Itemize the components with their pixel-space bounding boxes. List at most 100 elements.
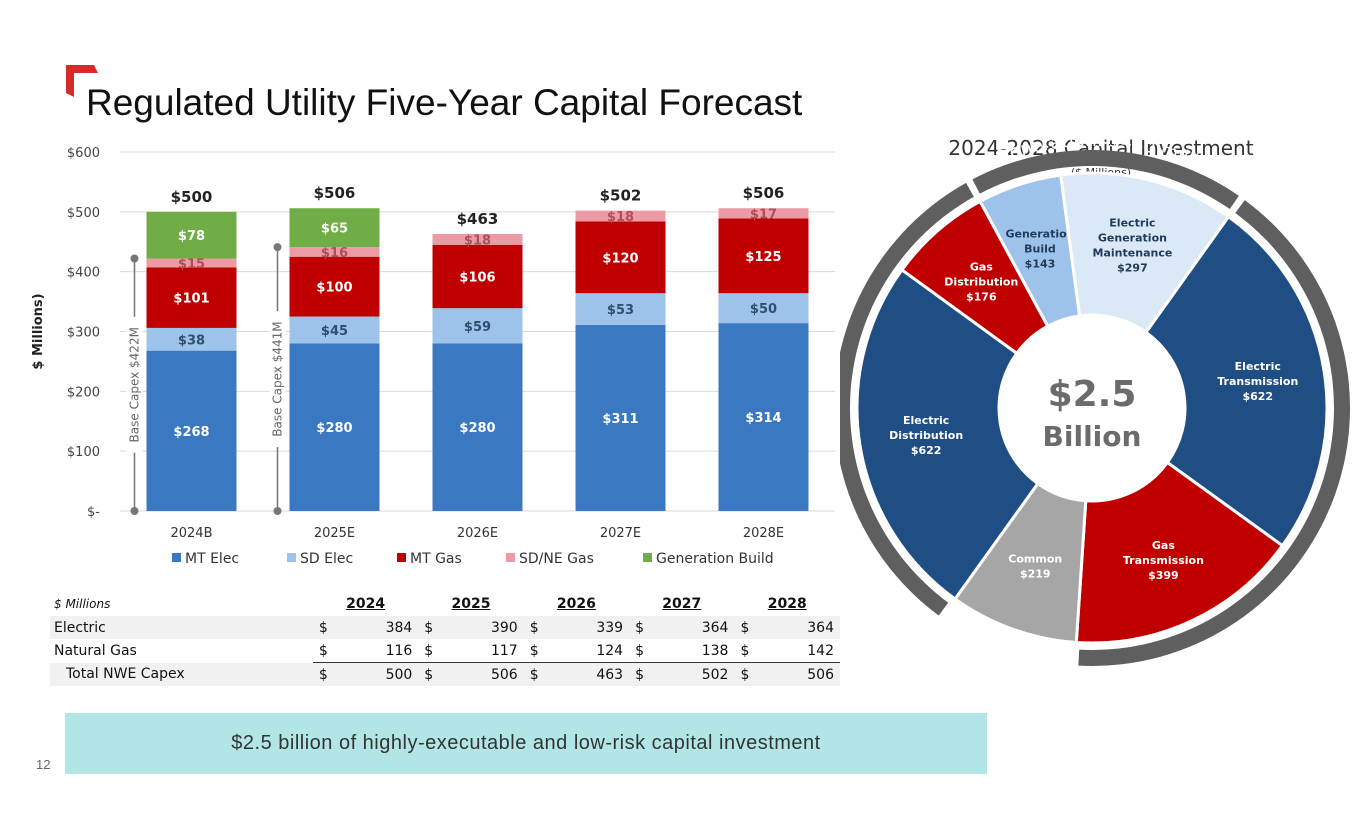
table-currency-symbol: $ <box>734 639 764 663</box>
bar-data-label: $125 <box>745 250 781 265</box>
table-year-header: 2024 <box>346 596 386 612</box>
bar-total-label: $500 <box>171 188 213 206</box>
table-cell: 142 <box>763 639 840 663</box>
legend-label: SD/NE Gas <box>519 551 594 567</box>
bracket-endpoint <box>130 254 139 263</box>
bar-data-label: $45 <box>321 324 348 339</box>
x-tick-label: 2027E <box>600 526 641 541</box>
table-row-label: Electric <box>50 616 313 639</box>
table-cell: 390 <box>447 616 524 639</box>
table-cell: 116 <box>342 639 419 663</box>
bar-segment <box>289 343 380 511</box>
bar-segment <box>432 244 523 309</box>
table-currency-symbol: $ <box>418 639 448 663</box>
legend-swatch <box>287 553 296 562</box>
y-tick-label: $100 <box>67 445 100 460</box>
table-header-row: $ Millions 2024 2025 2026 2027 2028 <box>50 592 840 616</box>
table-cell: 500 <box>342 662 419 686</box>
table-row: Natural Gas $116 $117 $124 $138 $142 <box>50 639 840 663</box>
bar-data-label: $50 <box>750 302 777 317</box>
bar-segment <box>718 293 809 324</box>
bar-segment <box>289 247 380 257</box>
y-tick-label: $300 <box>67 326 100 341</box>
table-currency-symbol: $ <box>734 616 764 639</box>
table-currency-symbol: $ <box>418 662 448 686</box>
table-row-label: Natural Gas <box>54 642 137 659</box>
table-row-label: Total NWE Capex <box>50 662 313 686</box>
y-tick-label: $- <box>87 505 100 520</box>
donut-slice-label: Common <box>1008 553 1062 566</box>
donut-slice <box>855 267 1040 602</box>
donut-slice-value: $399 <box>1148 569 1179 582</box>
legend-label: MT Gas <box>410 551 462 567</box>
donut-slice-value: $176 <box>966 291 997 304</box>
table-currency-symbol: $ <box>629 639 659 663</box>
table-cell: 138 <box>658 639 735 663</box>
bar-data-label: $38 <box>178 333 205 348</box>
donut-outer-ring <box>972 150 1239 210</box>
base-capex-annotation: Base Capex $422M <box>128 327 142 442</box>
donut-slice-label: Distribution <box>944 276 1018 289</box>
table-year-header: 2028 <box>767 596 807 612</box>
donut-outer-ring <box>840 182 974 616</box>
bar-data-label: $106 <box>459 270 495 285</box>
table-cell: 506 <box>763 662 840 686</box>
donut-slice <box>1059 171 1231 335</box>
bar-total-label: $502 <box>600 187 642 205</box>
bar-segment <box>575 324 666 511</box>
donut-slice-label: Transmission <box>1217 375 1298 388</box>
x-tick-label: 2024B <box>170 526 212 541</box>
donut-slice <box>1143 214 1329 548</box>
bar-data-label: $101 <box>173 292 209 307</box>
bar-segment <box>575 210 666 222</box>
donut-slice-label: Electric <box>1235 360 1281 373</box>
table-year-header: 2026 <box>556 596 596 612</box>
table-cell: 463 <box>553 662 630 686</box>
x-tick-label: 2028E <box>743 526 784 541</box>
bar-data-label: $59 <box>464 320 491 335</box>
bracket-endpoint <box>273 243 282 252</box>
table-row: Electric $384 $390 $339 $364 $364 <box>50 616 840 639</box>
bar-data-label: $17 <box>750 207 777 222</box>
y-axis-label: $ Millions) <box>31 293 46 369</box>
donut-slice-label: Gas <box>970 261 993 274</box>
y-tick-label: $400 <box>67 266 100 281</box>
bar-segment <box>146 327 237 351</box>
donut-slice-label: Transmission <box>1123 554 1204 567</box>
table-currency-symbol: $ <box>418 616 448 639</box>
y-tick-label: $600 <box>67 146 100 161</box>
bar-data-label: $18 <box>607 210 634 225</box>
table-currency-symbol: $ <box>312 616 343 639</box>
footer-callout: $2.5 billion of highly-executable and lo… <box>65 713 987 774</box>
donut-center-value: $2.5 <box>1048 374 1137 415</box>
donut-slice-value: $219 <box>1020 568 1051 581</box>
bar-data-label: $78 <box>178 229 205 244</box>
x-tick-label: 2025E <box>314 526 355 541</box>
table-currency-symbol: $ <box>629 662 659 686</box>
table-currency-symbol: $ <box>523 639 554 663</box>
y-tick-label: $500 <box>67 206 100 221</box>
table-currency-symbol: $ <box>523 662 554 686</box>
table-cell: 339 <box>553 616 630 639</box>
table-cell: 364 <box>763 616 840 639</box>
stacked-bar-chart: $- $100 $200 $300 $400 $500 $600 $ Millions) $26… <box>31 146 835 567</box>
bar-segment <box>146 211 237 259</box>
donut-slice-value: $143 <box>1025 257 1056 270</box>
donut-slice-value: $622 <box>1242 390 1273 403</box>
brand-corner-shape <box>66 65 98 97</box>
bar-segment <box>718 218 809 294</box>
donut-slice-label: Generation <box>1098 231 1167 244</box>
donut-slice-label: Maintenance <box>1093 246 1173 259</box>
legend-label: SD Elec <box>300 551 353 567</box>
table-units-label: $ Millions <box>54 597 111 611</box>
donut-slice-label: Build <box>1024 242 1056 255</box>
donut-center <box>1000 316 1184 500</box>
table-currency-symbol: $ <box>629 616 659 639</box>
bar-segment <box>432 233 523 245</box>
bar-segment <box>718 208 809 219</box>
bar-segment <box>289 208 380 248</box>
bar-data-label: $53 <box>607 303 634 318</box>
bar-data-label: $311 <box>602 412 638 427</box>
donut-slice-label: Gas <box>1152 539 1175 552</box>
bar-segment <box>146 258 237 268</box>
